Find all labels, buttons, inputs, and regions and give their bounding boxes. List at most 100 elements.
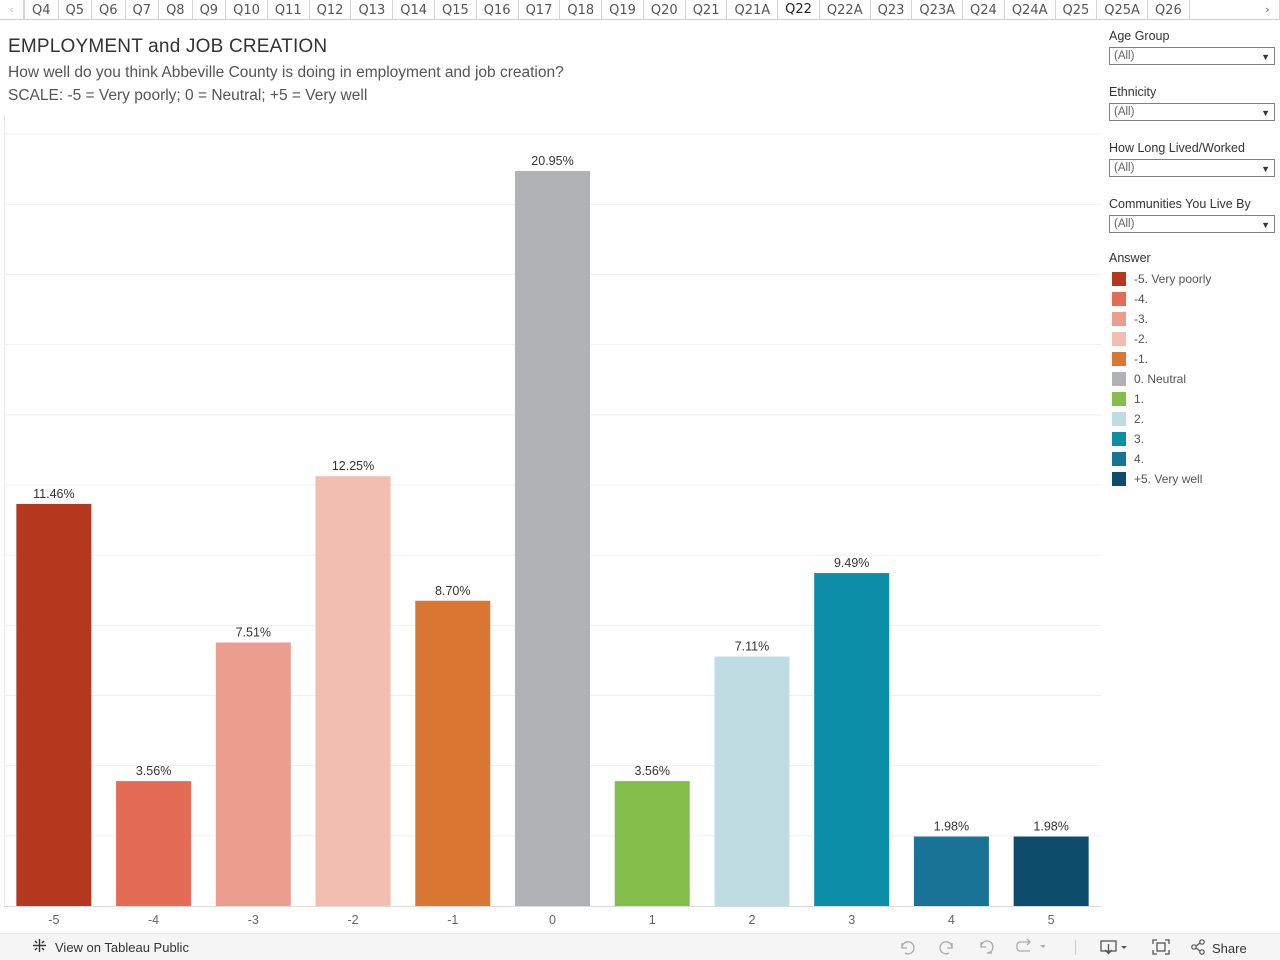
tab-q19[interactable]: Q19	[602, 0, 644, 19]
legend-item[interactable]: -4.	[1109, 289, 1275, 309]
bottom-toolbar: View on Tableau Public Share	[0, 933, 1280, 960]
download-icon[interactable]	[1100, 939, 1130, 955]
bar--2[interactable]	[315, 476, 391, 906]
filter-title: How Long Lived/Worked	[1109, 141, 1245, 155]
filter-ethnicity: Ethnicity (All) ▼	[1109, 84, 1275, 140]
bar-value-label: 12.25%	[332, 459, 374, 473]
tab-q5[interactable]: Q5	[59, 0, 93, 19]
tableau-logo-icon	[32, 938, 47, 956]
tab-q26[interactable]: Q26	[1148, 0, 1190, 19]
legend-item[interactable]: 0. Neutral	[1109, 369, 1275, 389]
tab-q20[interactable]: Q20	[644, 0, 686, 19]
tab-q25[interactable]: Q25	[1056, 0, 1098, 19]
tab-q13[interactable]: Q13	[351, 0, 394, 19]
bar-3[interactable]	[814, 573, 890, 906]
bar-value-label: 3.56%	[136, 764, 171, 778]
share-button[interactable]: Share	[1190, 939, 1247, 958]
tab-q10[interactable]: Q10	[226, 0, 268, 19]
legend-swatch	[1112, 412, 1126, 426]
tab-q14[interactable]: Q14	[393, 0, 435, 19]
tab-q25a[interactable]: Q25A	[1097, 0, 1148, 19]
dropdown-caret-icon: ▼	[1261, 164, 1270, 174]
bar-0[interactable]	[515, 171, 590, 906]
bar--1[interactable]	[415, 600, 491, 906]
legend-label: 3.	[1134, 432, 1145, 446]
revert-icon[interactable]	[978, 939, 996, 955]
tab-q23a[interactable]: Q23A	[912, 0, 964, 19]
tab-q12[interactable]: Q12	[310, 0, 352, 19]
tab-q21[interactable]: Q21	[686, 0, 728, 19]
bar-value-label: 3.56%	[635, 764, 670, 778]
bar-value-label: 20.95%	[531, 154, 573, 168]
bar--4[interactable]	[116, 781, 192, 906]
bar-1[interactable]	[614, 781, 690, 906]
legend-label: -4.	[1134, 292, 1149, 306]
page-title: EMPLOYMENT and JOB CREATION	[8, 36, 328, 57]
legend-item[interactable]: +5. Very well	[1109, 469, 1275, 489]
tab-q17[interactable]: Q17	[519, 0, 561, 19]
legend-item[interactable]: -5. Very poorly	[1109, 269, 1275, 289]
tab-q8[interactable]: Q8	[159, 0, 193, 19]
tab-q9[interactable]: Q9	[193, 0, 227, 19]
legend-item[interactable]: 3.	[1109, 429, 1275, 449]
bar--5[interactable]	[16, 503, 92, 906]
share-label: Share	[1212, 941, 1247, 956]
filter-panel: Age Group (All) ▼ Ethnicity (All) ▼ How Long L…	[1109, 28, 1275, 252]
filter-communities-you-live-by: Communities You Live By (All) ▼	[1109, 196, 1275, 252]
redo-icon[interactable]	[938, 939, 956, 955]
bar-value-label: 7.11%	[735, 640, 770, 654]
bar--3[interactable]	[215, 642, 291, 906]
tab-q23[interactable]: Q23	[871, 0, 913, 19]
tab-q18[interactable]: Q18	[560, 0, 603, 19]
legend-swatch	[1112, 432, 1126, 446]
x-tick-label: 1	[649, 913, 656, 927]
legend-item[interactable]: 4.	[1109, 449, 1275, 469]
tab-q22[interactable]: Q22	[778, 0, 820, 19]
tab-q6[interactable]: Q6	[92, 0, 126, 19]
view-on-tableau-public-link[interactable]: View on Tableau Public	[32, 938, 189, 956]
filter-dropdown[interactable]: (All) ▼	[1109, 103, 1275, 121]
legend-item[interactable]: -2.	[1109, 329, 1275, 349]
filter-dropdown[interactable]: (All) ▼	[1109, 47, 1275, 65]
dropdown-caret-icon: ▼	[1261, 52, 1270, 62]
legend-item[interactable]: -3.	[1109, 309, 1275, 329]
legend-swatch	[1112, 472, 1126, 486]
x-tick-label: -3	[248, 913, 259, 927]
tab-q15[interactable]: Q15	[435, 0, 477, 19]
tab-q22a[interactable]: Q22A	[820, 0, 871, 19]
bar-5[interactable]	[1013, 836, 1089, 906]
x-tick-label: 3	[848, 913, 855, 927]
fullscreen-icon[interactable]	[1152, 939, 1170, 955]
tab-q24a[interactable]: Q24A	[1005, 0, 1056, 19]
bar-2[interactable]	[714, 656, 790, 906]
legend-items: -5. Very poorly -4. -3. -2. -1. 0. Neutral 1. 2…	[1109, 269, 1275, 489]
tab-q24[interactable]: Q24	[963, 0, 1005, 19]
undo-icon[interactable]	[898, 939, 916, 955]
tab-q21a[interactable]: Q21A	[727, 0, 779, 19]
tabs-scroll-left-icon[interactable]: ‹	[0, 0, 24, 19]
legend-item[interactable]: 1.	[1109, 389, 1275, 409]
bar-chart: 11.46% -5 3.56% -4 7.51% -3 12.25% -2 8.70% -1 20.…	[0, 112, 1104, 932]
legend-label: 4.	[1134, 452, 1145, 466]
tab-q11[interactable]: Q11	[268, 0, 310, 19]
filter-value: (All)	[1114, 218, 1135, 230]
filter-title: Age Group	[1109, 29, 1170, 43]
question-subtitle: How well do you think Abbeville County i…	[8, 64, 564, 81]
bar-value-label: 1.98%	[1033, 820, 1068, 834]
filter-dropdown[interactable]: (All) ▼	[1109, 159, 1275, 177]
tabs-scroll-right-icon[interactable]: ›	[1256, 0, 1280, 19]
legend-swatch	[1112, 292, 1126, 306]
legend-label: 1.	[1134, 392, 1145, 406]
x-tick-label: 4	[948, 913, 955, 927]
x-tick-label: 2	[748, 913, 755, 927]
legend-item[interactable]: 2.	[1109, 409, 1275, 429]
filter-dropdown[interactable]: (All) ▼	[1109, 215, 1275, 233]
tab-q4[interactable]: Q4	[24, 0, 59, 19]
refresh-icon[interactable]	[1015, 939, 1045, 955]
legend-item[interactable]: -1.	[1109, 349, 1275, 369]
x-tick-label: 0	[549, 913, 556, 927]
tab-q16[interactable]: Q16	[477, 0, 519, 19]
bar-4[interactable]	[913, 836, 989, 906]
legend-label: -3.	[1134, 312, 1149, 326]
tab-q7[interactable]: Q7	[126, 0, 160, 19]
